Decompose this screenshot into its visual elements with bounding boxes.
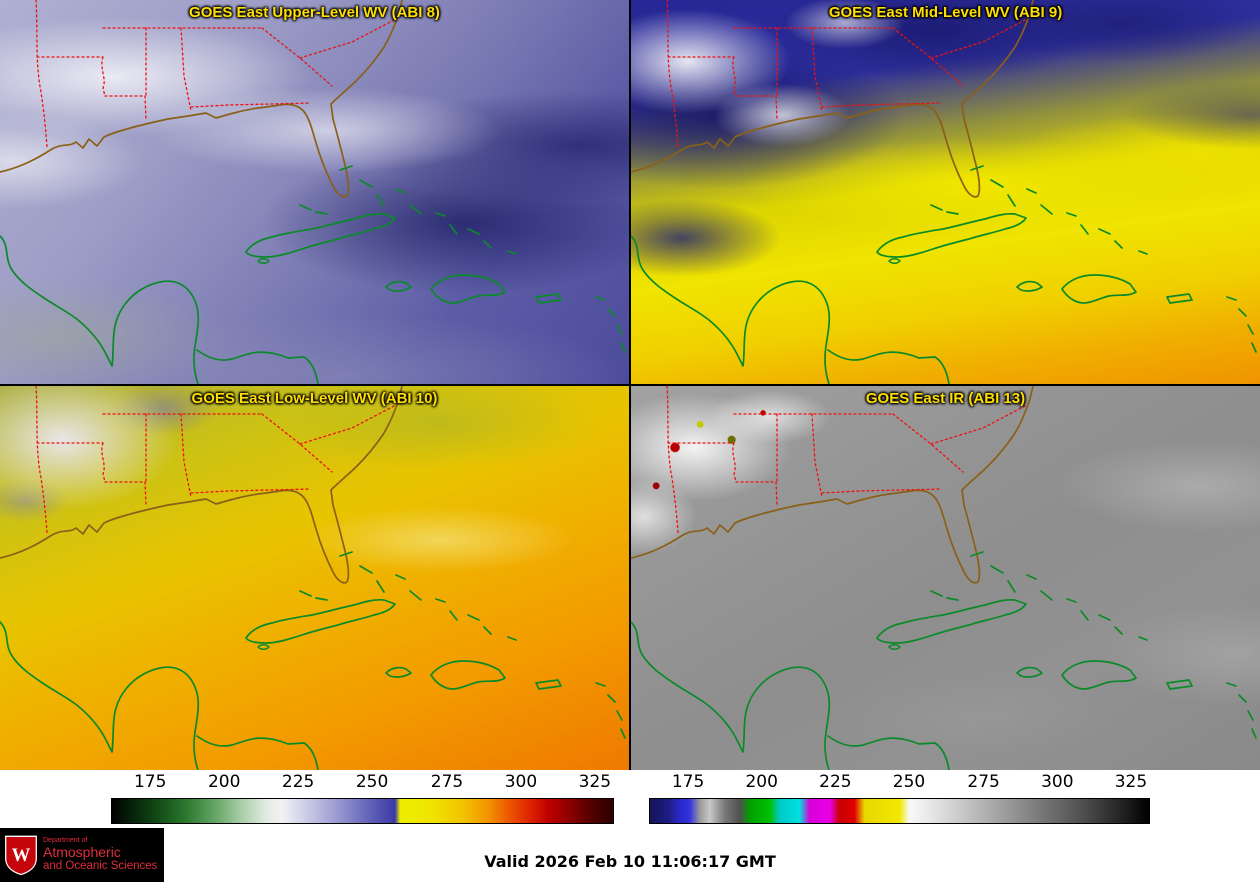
panel-title-abi10: GOES East Low-Level WV (ABI 10) <box>191 390 438 407</box>
panel-low-level-wv: GOES East Low-Level WV (ABI 10) <box>0 386 629 770</box>
tick-label: 200 <box>207 772 241 792</box>
crest-letter: W <box>12 845 31 866</box>
logo-line-atmospheric: Atmospheric <box>43 843 121 860</box>
map-overlay-abi10 <box>0 386 626 770</box>
tick-label: 175 <box>133 772 167 792</box>
uw-aos-logo: W Department of Atmospheric and Oceanic … <box>0 828 164 882</box>
tick-label: 275 <box>430 772 464 792</box>
satellite-imagery-abi9 <box>631 0 1260 384</box>
footer: 175 200 225 250 275 300 325 175 200 225 … <box>0 770 1260 882</box>
valid-time: Valid 2026 Feb 10 11:06:17 GMT <box>484 852 776 871</box>
panel-mid-level-wv: GOES East Mid-Level WV (ABI 9) <box>631 0 1260 384</box>
ir-colorbar-ticks: 175 200 225 250 275 300 325 <box>649 770 1150 794</box>
tick-label: 275 <box>967 772 1000 792</box>
tick-label: 300 <box>1041 772 1074 792</box>
tick-label: 250 <box>355 772 389 792</box>
panel-title-abi9: GOES East Mid-Level WV (ABI 9) <box>828 4 1063 21</box>
tick-label: 325 <box>578 772 612 792</box>
satellite-imagery-abi8 <box>0 0 629 384</box>
logo-text: Department of Atmospheric and Oceanic Sc… <box>43 837 157 873</box>
satellite-quad-grid: GOES East Upper-Level WV (ABI 8) GOES Ea… <box>0 0 1260 770</box>
tick-label: 225 <box>281 772 315 792</box>
panel-title-abi13: GOES East IR (ABI 13) <box>865 390 1026 407</box>
panel-ir: GOES East IR (ABI 13) <box>631 386 1260 770</box>
ir-colorbar-group: 175 200 225 250 275 300 325 <box>649 770 1150 826</box>
tick-label: 200 <box>745 772 778 792</box>
satellite-imagery-abi10 <box>0 386 629 770</box>
wv-colorbar-group: 175 200 225 250 275 300 325 <box>111 770 614 826</box>
map-overlay-abi13 <box>631 386 1257 770</box>
ir-colorbar <box>649 798 1150 824</box>
wv-colorbar-ticks: 175 200 225 250 275 300 325 <box>111 770 614 794</box>
tick-label: 250 <box>892 772 926 792</box>
uw-crest-icon: W <box>5 835 37 876</box>
logo-line-department: Department of <box>43 837 88 845</box>
tick-label: 300 <box>504 772 538 792</box>
satellite-imagery-abi13 <box>631 386 1260 770</box>
panel-upper-level-wv: GOES East Upper-Level WV (ABI 8) <box>0 0 629 384</box>
panel-title-abi8: GOES East Upper-Level WV (ABI 8) <box>189 4 440 21</box>
map-overlay-abi8 <box>0 0 626 384</box>
tick-label: 175 <box>671 772 705 792</box>
tick-label: 225 <box>819 772 852 792</box>
map-overlay-abi9 <box>631 0 1257 384</box>
logo-line-oceanic: and Oceanic Sciences <box>43 860 158 873</box>
tick-label: 325 <box>1114 772 1148 792</box>
wv-colorbar <box>111 798 614 824</box>
